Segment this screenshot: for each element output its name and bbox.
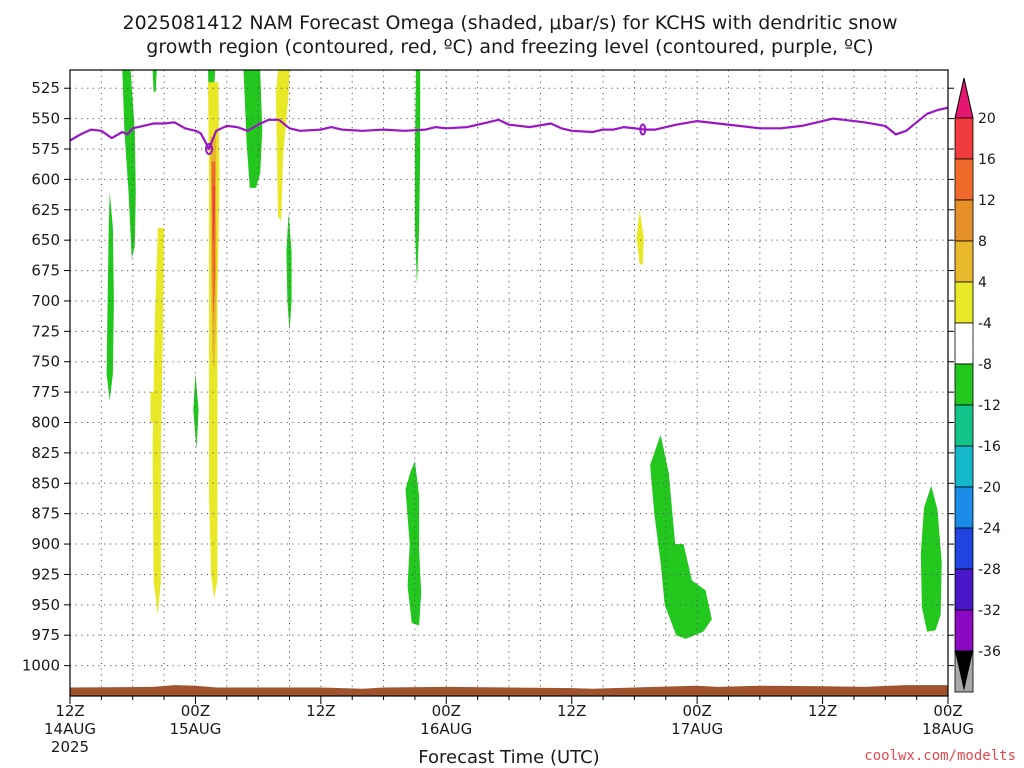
- chart-title-line-1: 2025081412 NAM Forecast Omega (shaded, μ…: [123, 12, 898, 34]
- y-tick-label: 525: [31, 79, 60, 97]
- x-tick-label: 2025: [51, 738, 89, 756]
- colorbar-bin: [954, 158, 974, 201]
- colorbar-bottom-arrow: [955, 651, 973, 691]
- x-tick-label: 18AUG: [922, 720, 974, 738]
- y-tick-label: 625: [31, 201, 60, 219]
- y-axis-ticks: 525 550 575 600 625 650 675 700 725 750 775 800 825 8…: [22, 79, 954, 675]
- terrain-layer: [70, 685, 948, 696]
- chart-title-line-2: growth region (contoured, red, ºC) and f…: [146, 36, 873, 58]
- colorbar: 20 16 12 8 4 -4 -8 -12 -16 -20 -24 -28 -32 -36: [954, 77, 1001, 693]
- y-tick-label: 750: [31, 353, 60, 371]
- x-tick-label: 15AUG: [169, 720, 221, 738]
- freezing-level-line: [69, 106, 949, 151]
- colorbar-bin: [954, 199, 974, 242]
- colorbar-bin: [954, 363, 974, 406]
- omega-region-0: [122, 70, 136, 259]
- colorbar-bin: [954, 527, 974, 570]
- y-tick-label: 675: [31, 262, 60, 280]
- colorbar-bin: [954, 117, 974, 160]
- x-tick-label: 16AUG: [420, 720, 472, 738]
- y-tick-label: 775: [31, 383, 60, 401]
- omega-region-9: [650, 434, 712, 639]
- y-tick-label: 975: [31, 626, 60, 644]
- colorbar-label: -12: [978, 398, 1001, 414]
- y-tick-label: 575: [31, 140, 60, 158]
- y-tick-label: 650: [31, 231, 60, 249]
- x-tick-label: 12Z: [808, 702, 837, 720]
- colorbar-bin: [954, 404, 974, 447]
- colorbar-label: 16: [978, 152, 996, 168]
- colorbar-label: -4: [978, 316, 992, 332]
- grid-layer: [70, 70, 948, 696]
- freezing-level-layer: [69, 106, 949, 156]
- omega-region-11: [152, 228, 165, 615]
- colorbar-label: -28: [978, 562, 1001, 578]
- colorbar-label: 20: [978, 111, 996, 127]
- freezing-level-marker: [639, 123, 647, 136]
- colorbar-label: -36: [978, 644, 1001, 660]
- omega-region-3: [193, 373, 199, 450]
- x-tick-label: 17AUG: [671, 720, 723, 738]
- omega-region-8: [405, 461, 422, 626]
- x-tick-label: 12Z: [55, 702, 84, 720]
- y-tick-label: 725: [31, 322, 60, 340]
- colorbar-label: 4: [978, 275, 987, 291]
- colorbar-label: -24: [978, 521, 1001, 537]
- omega-region-18: [212, 185, 215, 241]
- x-axis-title: Forecast Time (UTC): [418, 747, 599, 768]
- colorbar-bin: [954, 281, 974, 324]
- omega-region-7: [414, 70, 421, 286]
- colorbar-bin: [954, 568, 974, 611]
- colorbar-label: 8: [978, 234, 987, 250]
- y-tick-label: 550: [31, 110, 60, 128]
- x-tick-label: 00Z: [432, 702, 461, 720]
- x-tick-label: 00Z: [933, 702, 962, 720]
- x-tick-label: 12Z: [557, 702, 586, 720]
- colorbar-bin: [954, 609, 974, 652]
- y-tick-label: 800: [31, 414, 60, 432]
- omega-region-6: [286, 213, 292, 332]
- plot-area: [70, 70, 948, 696]
- y-tick-label: 600: [31, 170, 60, 188]
- omega-shading-layer: [106, 70, 942, 639]
- omega-region-14: [636, 209, 644, 265]
- omega-region-1: [152, 70, 157, 92]
- y-tick-label: 825: [31, 444, 60, 462]
- colorbar-bin: [954, 240, 974, 283]
- x-tick-label: 14AUG: [44, 720, 96, 738]
- colorbar-bin: [954, 445, 974, 488]
- y-tick-label: 925: [31, 565, 60, 583]
- x-tick-label: 00Z: [682, 702, 711, 720]
- omega-region-2: [106, 191, 114, 401]
- omega-region-13: [275, 70, 290, 222]
- credit-text[interactable]: coolwx.com/modelts: [864, 748, 1016, 764]
- y-tick-label: 900: [31, 535, 60, 553]
- y-tick-label: 950: [31, 596, 60, 614]
- colorbar-label: -20: [978, 480, 1001, 496]
- y-tick-label: 1000: [22, 657, 60, 675]
- y-tick-label: 700: [31, 292, 60, 310]
- y-tick-label: 875: [31, 505, 60, 523]
- omega-region-15: [150, 392, 155, 423]
- colorbar-label: 12: [978, 193, 996, 209]
- colorbar-bin: [954, 322, 974, 365]
- colorbar-bin: [954, 486, 974, 529]
- freezing-level-marker: [205, 143, 214, 156]
- colorbar-top-arrow: [954, 77, 974, 119]
- terrain-fill: [70, 685, 948, 696]
- colorbar-label: -16: [978, 439, 1001, 455]
- colorbar-label: -8: [978, 357, 992, 373]
- colorbar-label: -32: [978, 603, 1001, 619]
- omega-region-10: [920, 485, 942, 632]
- y-tick-label: 850: [31, 474, 60, 492]
- x-tick-label: 00Z: [181, 702, 210, 720]
- x-tick-label: 12Z: [306, 702, 335, 720]
